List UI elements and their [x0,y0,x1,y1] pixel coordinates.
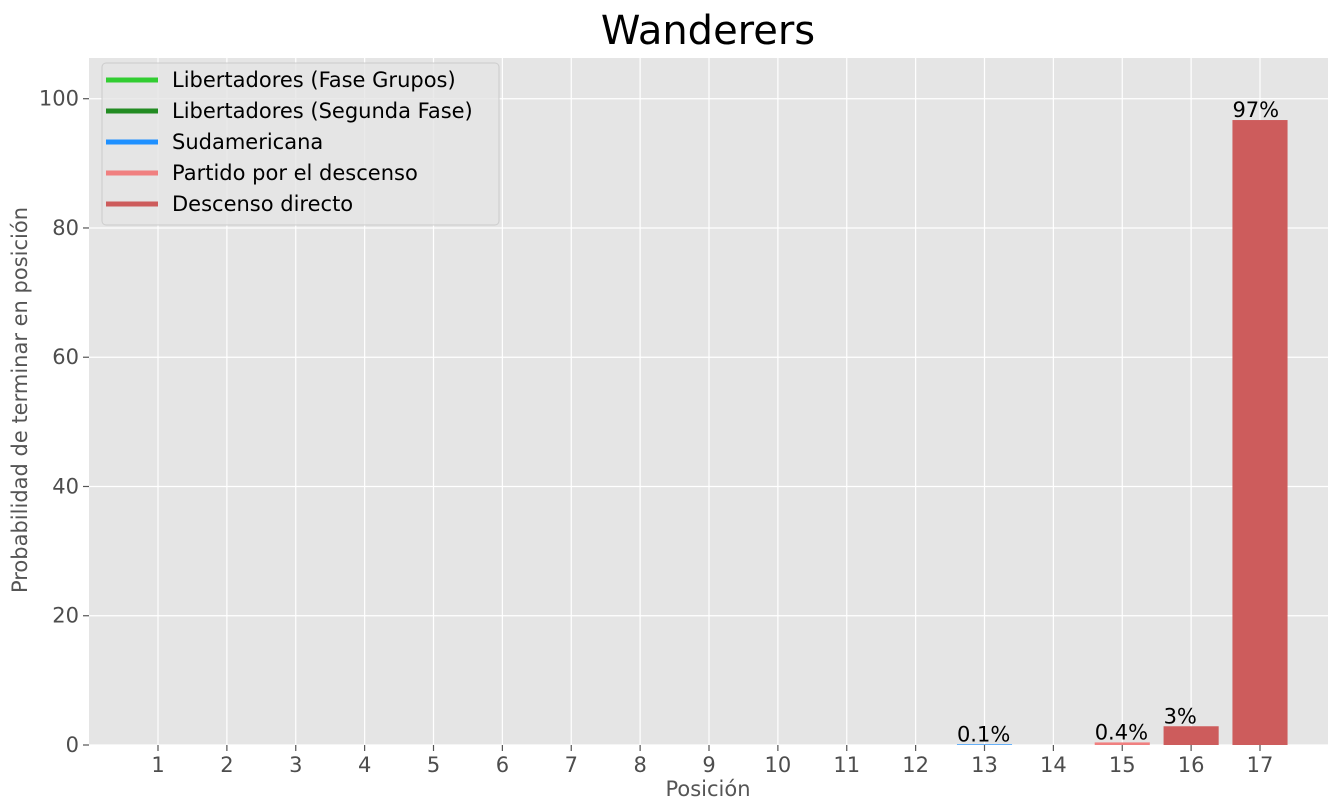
y-tick-label: 20 [52,604,79,628]
x-tick-label: 4 [358,753,371,777]
x-tick-label: 3 [289,753,302,777]
bar-15 [1094,742,1150,745]
x-tick-label: 1 [151,753,164,777]
bars [956,120,1288,745]
data-label-16: 3% [1164,704,1197,728]
legend-label: Sudamericana [172,130,323,154]
bar-13 [956,744,1013,745]
x-tick-label: 10 [765,753,792,777]
y-tick-label: 40 [52,474,79,498]
legend: Libertadores (Fase Grupos) Libertadores (… [101,62,500,226]
y-tick-label: 100 [39,87,79,111]
x-axis-label: Posición [665,777,750,801]
x-tick-label: 16 [1178,753,1205,777]
x-tick-label: 11 [833,753,860,777]
y-tick-label: 80 [52,216,79,240]
legend-label: Partido por el descenso [172,161,418,185]
y-axis-ticks: 0 20 40 60 80 100 [39,87,89,757]
x-tick-label: 13 [971,753,998,777]
bar-17 [1232,120,1288,745]
bar-16 [1163,726,1219,745]
chart-title: Wanderers [601,8,815,54]
legend-label: Libertadores (Fase Grupos) [172,68,456,92]
y-axis-label: Probabilidad de terminar en posición [8,207,32,593]
data-label-13: 0.1% [957,722,1010,746]
x-tick-label: 17 [1247,753,1274,777]
legend-label: Libertadores (Segunda Fase) [172,99,473,123]
x-tick-label: 15 [1109,753,1136,777]
x-tick-label: 6 [496,753,509,777]
x-tick-label: 14 [1040,753,1067,777]
x-tick-label: 9 [702,753,715,777]
x-tick-label: 12 [902,753,929,777]
x-tick-label: 2 [220,753,233,777]
y-tick-label: 60 [52,345,79,369]
data-labels: 0.1% 0.4% 3% 97% [957,98,1279,746]
legend-label: Descenso directo [172,192,353,216]
x-tick-label: 7 [565,753,578,777]
y-tick-label: 0 [66,733,79,757]
x-axis-ticks: 1 2 3 4 5 6 7 8 9 10 11 12 13 14 15 16 17 [151,745,1273,777]
x-tick-label: 5 [427,753,440,777]
data-label-15: 0.4% [1095,720,1148,744]
x-tick-label: 8 [633,753,646,777]
legend-box [101,62,500,226]
data-label-17: 97% [1232,98,1279,122]
